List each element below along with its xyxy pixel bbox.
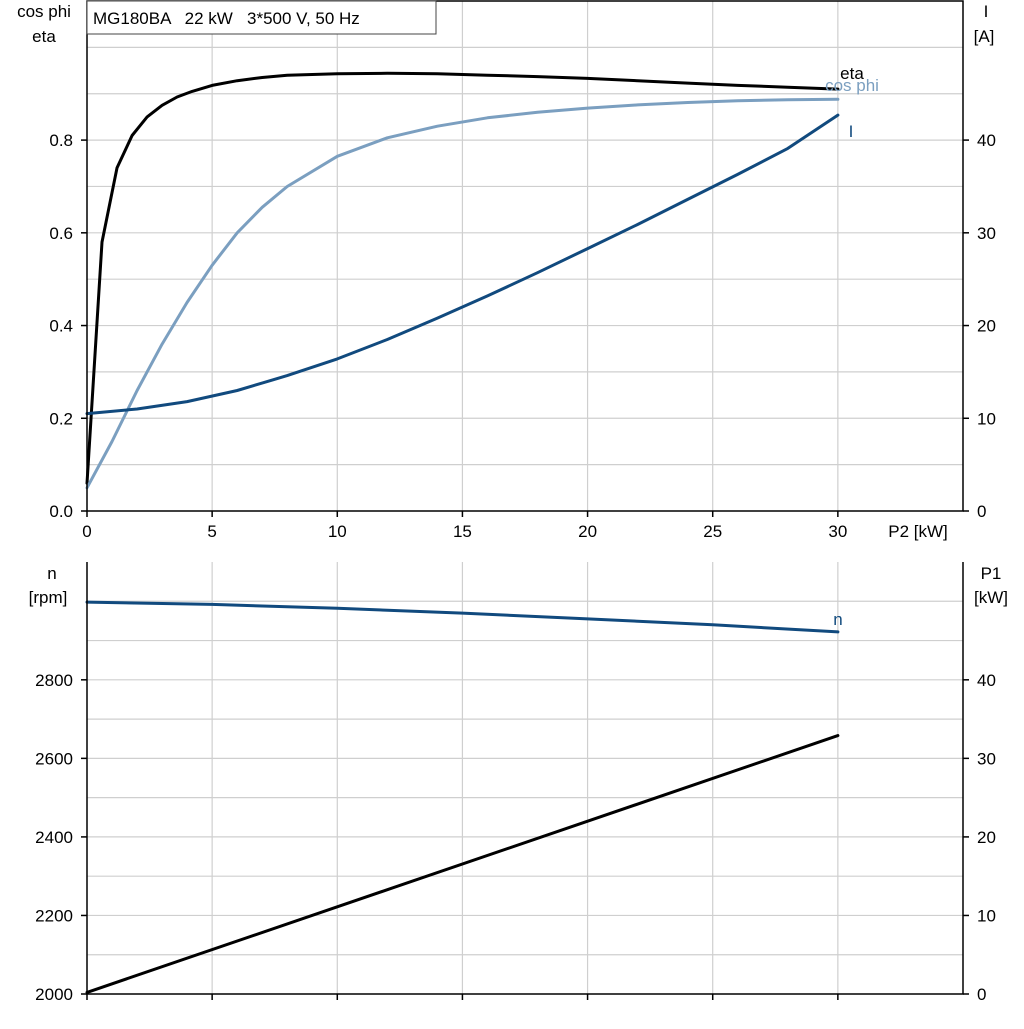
series-label-n: n: [833, 610, 842, 629]
y-left-tick-label: 0.2: [49, 409, 73, 428]
chart-title-box: [86, 0, 437, 35]
x-tick-label: 15: [453, 522, 472, 541]
y-left-label-eta: eta: [32, 27, 56, 46]
series-label-eta: eta: [840, 64, 864, 83]
n-curve: [85, 600, 840, 634]
y-left-tick-label: 0.8: [49, 131, 73, 150]
series-label-cosphi: cos phi: [825, 76, 879, 95]
y-left-tick-label: 2800: [35, 671, 73, 690]
y-left-tick-label: 2000: [35, 985, 73, 1004]
y-left-label-cosphi: cos phi: [17, 2, 71, 21]
top-curves: [85, 71, 840, 490]
y-right-label-unit-a: [A]: [974, 27, 995, 46]
x-tick-label: 10: [328, 522, 347, 541]
y-right-tick-label: 0: [977, 985, 986, 1004]
y-right-label-p1: P1: [981, 564, 1002, 583]
top-plot-frame: [86, 0, 964, 512]
top-gridlines: [87, 1, 963, 511]
x-tick-label: 25: [703, 522, 722, 541]
y-left-tick-label: 0.4: [49, 317, 73, 336]
bottom-chart-panel: 2000 2200 2400 2600 2800 0 10 20 30 40 n [rpm] P1…: [29, 562, 1008, 1004]
y-left-tick-label: 0.0: [49, 502, 73, 521]
y-left-tick-label: 0.6: [49, 224, 73, 243]
cos-phi-curve: [85, 97, 840, 490]
y-left-tick-label: 2400: [35, 828, 73, 847]
y-right-tick-label: 0: [977, 502, 986, 521]
y-left-label-n: n: [47, 564, 56, 583]
series-label-current: I: [849, 122, 854, 141]
y-left-tick-label: 2200: [35, 906, 73, 925]
x-tick-label: 5: [207, 522, 216, 541]
eta-curve: [85, 71, 840, 485]
bottom-ticks: 2000 2200 2400 2600 2800 0 10 20 30 40: [35, 671, 996, 1004]
i-curve: [85, 113, 840, 416]
y-right-tick-label: 30: [977, 224, 996, 243]
y-left-tick-label: 2600: [35, 749, 73, 768]
bottom-curves: [85, 600, 840, 994]
y-right-tick-label: 10: [977, 906, 996, 925]
bottom-gridlines: [87, 562, 963, 994]
y-right-tick-label: 40: [977, 671, 996, 690]
x-tick-label: 0: [82, 522, 91, 541]
y-right-tick-label: 20: [977, 317, 996, 336]
y-right-tick-label: 10: [977, 409, 996, 428]
chart-title: MG180BA 22 kW 3*500 V, 50 Hz: [93, 9, 360, 28]
top-chart-panel: 0 5 10 15 20 25 30 0.0 0.2 0.4 0.6 0.8 0 10 20 30 40 MG1…: [17, 0, 996, 541]
p1-curve: [85, 734, 840, 994]
top-ticks: 0 5 10 15 20 25 30 0.0 0.2 0.4 0.6 0.8 0 10 20 30 40: [49, 131, 996, 541]
x-tick-label: 20: [578, 522, 597, 541]
bottom-plot-frame: [86, 562, 964, 995]
y-right-label-unit-kw: [kW]: [974, 588, 1008, 607]
x-axis-label: P2 [kW]: [888, 522, 948, 541]
y-right-label-current: I: [984, 2, 989, 21]
y-left-label-unit-rpm: [rpm]: [29, 588, 68, 607]
x-tick-label: 30: [828, 522, 847, 541]
y-right-tick-label: 20: [977, 828, 996, 847]
y-right-tick-label: 40: [977, 131, 996, 150]
y-right-tick-label: 30: [977, 749, 996, 768]
